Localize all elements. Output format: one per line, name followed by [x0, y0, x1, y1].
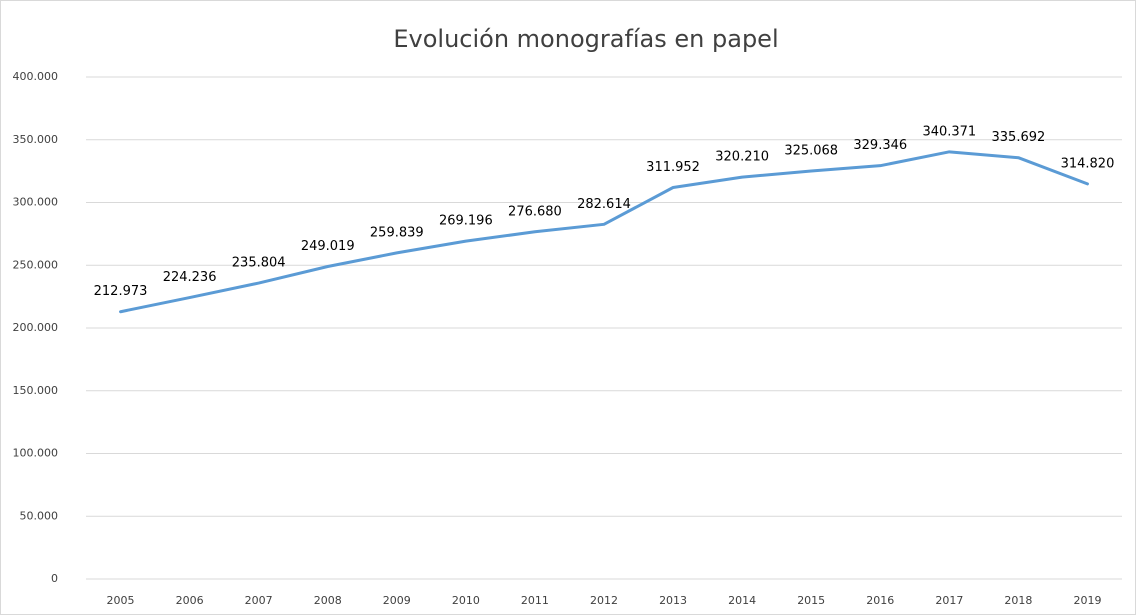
data-label: 340.371 — [922, 124, 976, 139]
data-label: 314.820 — [1061, 156, 1115, 171]
x-tick-label: 2016 — [866, 594, 894, 607]
y-tick-label: 300.000 — [13, 196, 59, 209]
data-label: 212.973 — [94, 284, 148, 299]
data-label: 329.346 — [853, 138, 907, 153]
data-label: 320.210 — [715, 150, 769, 165]
chart-title: Evolución monografías en papel — [393, 25, 778, 53]
y-tick-label: 0 — [51, 572, 58, 585]
x-tick-label: 2005 — [107, 594, 135, 607]
data-label: 311.952 — [646, 160, 700, 175]
x-tick-label: 2019 — [1073, 594, 1101, 607]
data-label: 269.196 — [439, 214, 493, 229]
y-tick-label: 100.000 — [13, 447, 59, 460]
x-tick-label: 2006 — [176, 594, 204, 607]
line-series — [119, 150, 1089, 314]
data-label: 235.804 — [232, 256, 286, 271]
data-label: 224.236 — [163, 270, 217, 285]
y-tick-label: 350.000 — [13, 133, 59, 146]
x-tick-label: 2010 — [452, 594, 480, 607]
data-label: 325.068 — [784, 144, 838, 159]
x-tick-label: 2011 — [521, 594, 549, 607]
y-tick-label: 200.000 — [13, 321, 59, 334]
x-tick-label: 2007 — [245, 594, 273, 607]
y-tick-label: 400.000 — [13, 70, 59, 83]
data-label: 335.692 — [992, 130, 1046, 145]
y-tick-label: 50.000 — [20, 509, 59, 522]
x-tick-label: 2017 — [935, 594, 963, 607]
x-tick-label: 2012 — [590, 594, 618, 607]
data-label: 282.614 — [577, 197, 631, 212]
x-tick-label: 2015 — [797, 594, 825, 607]
x-tick-label: 2008 — [314, 594, 342, 607]
data-label: 276.680 — [508, 204, 562, 219]
x-tick-label: 2018 — [1004, 594, 1032, 607]
y-tick-label: 250.000 — [13, 258, 59, 271]
data-label: 249.019 — [301, 239, 355, 254]
x-tick-label: 2009 — [383, 594, 411, 607]
data-label: 259.839 — [370, 225, 424, 240]
x-tick-label: 2014 — [728, 594, 756, 607]
y-tick-label: 150.000 — [13, 384, 59, 397]
x-tick-label: 2013 — [659, 594, 687, 607]
